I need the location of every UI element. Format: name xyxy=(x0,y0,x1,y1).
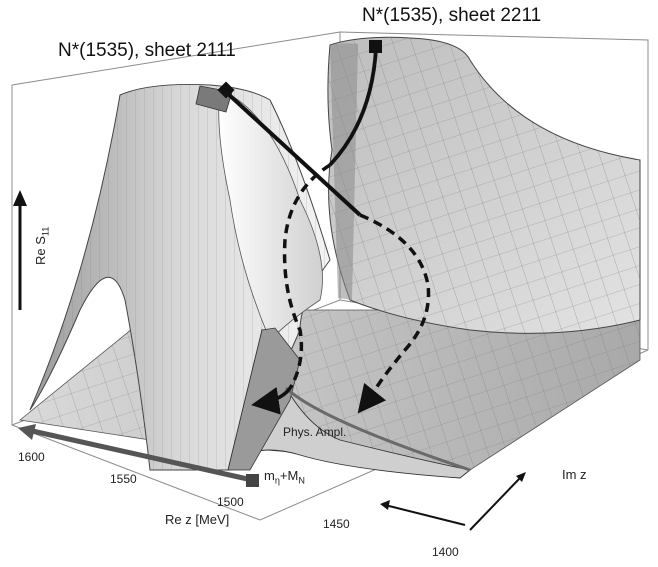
im-z-axis-label: Im z xyxy=(562,467,587,482)
sheet-2111-label: N*(1535), sheet 2111 xyxy=(58,40,236,61)
path-from-pole-2211 xyxy=(328,47,378,167)
sheet-2211-label: N*(1535), sheet 2211 xyxy=(362,5,542,26)
re-z-tick-1550: 1550 xyxy=(110,472,137,486)
re-z-axis-label: Re z [MeV] xyxy=(165,512,230,527)
phys-ampl-label: Phys. Ampl. xyxy=(283,425,347,439)
re-z-axis-arrow xyxy=(18,424,259,487)
re-s11-axis-label: Re S11 xyxy=(33,226,51,265)
im-z-axis-arrows xyxy=(380,472,526,531)
threshold-label: mη+MN xyxy=(264,468,305,486)
dashed-path-2111 xyxy=(359,213,431,399)
path-to-phys-ampl-right xyxy=(357,382,387,414)
re-z-tick-1500: 1500 xyxy=(217,495,244,509)
re-s11-axis-arrow xyxy=(13,190,27,310)
path-to-phys-ampl-left xyxy=(251,384,294,415)
sheet-2211-surface xyxy=(327,36,641,334)
path-from-pole-2111 xyxy=(224,90,362,217)
re-z-tick-1400: 1400 xyxy=(432,545,459,559)
re-z-tick-1450: 1450 xyxy=(323,517,350,531)
pole-marker-2211 xyxy=(369,40,382,53)
re-z-tick-1600: 1600 xyxy=(18,450,45,464)
